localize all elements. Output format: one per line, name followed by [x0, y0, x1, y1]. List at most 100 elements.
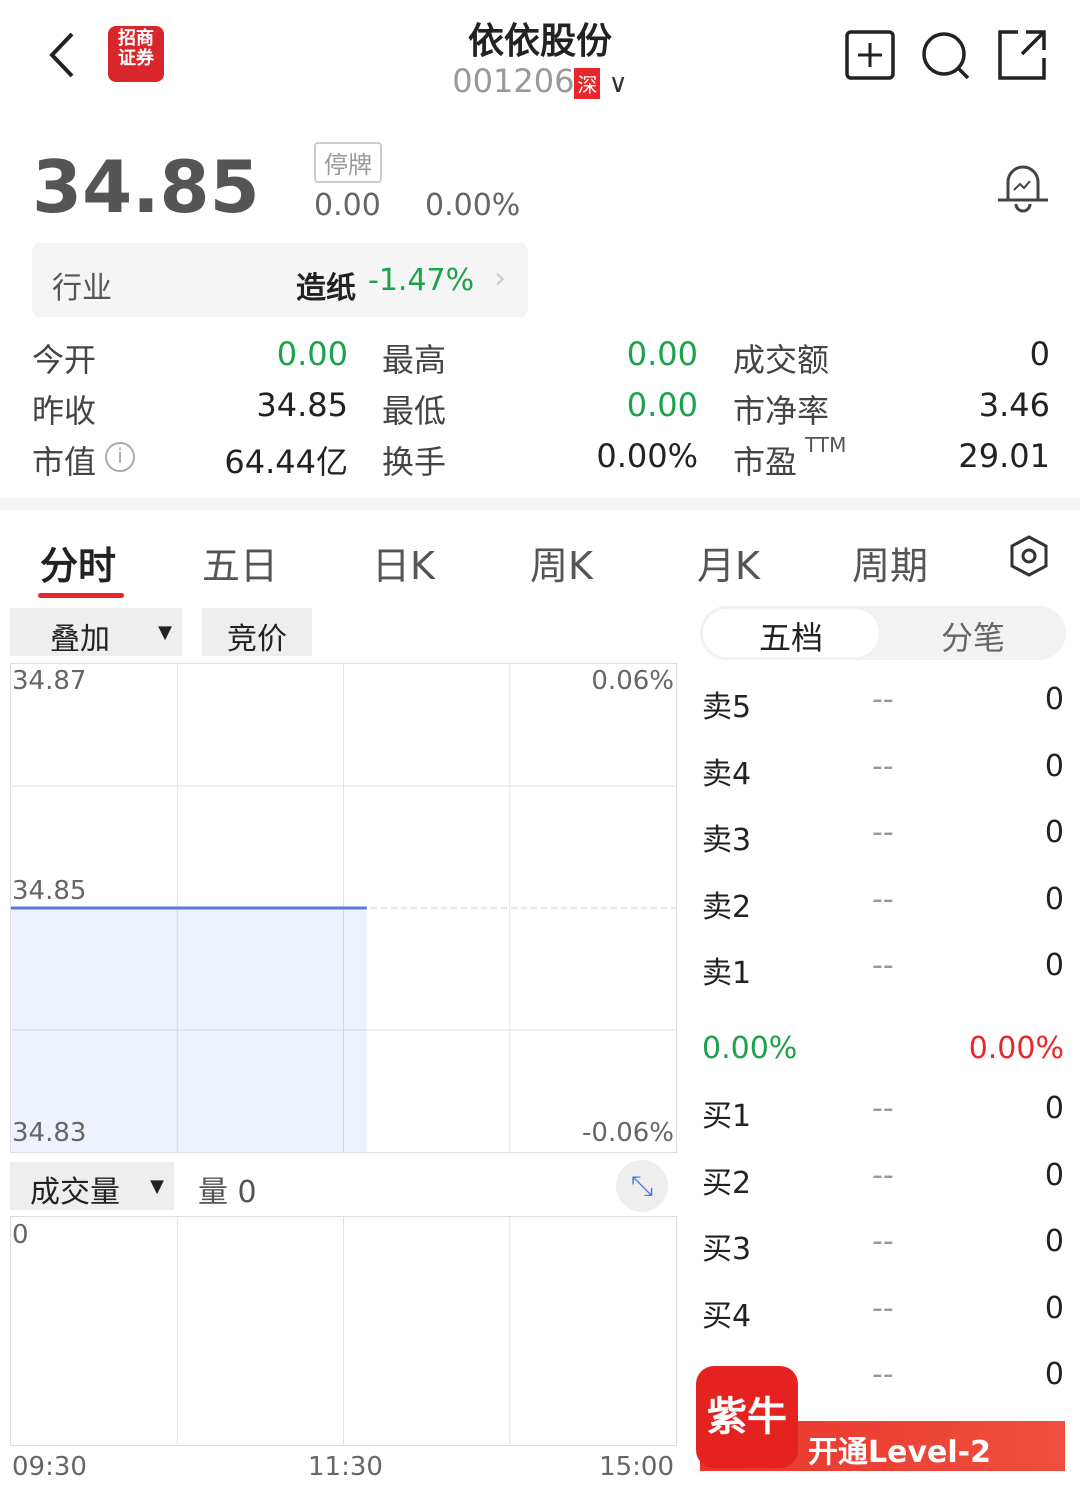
orderbook-row: 买3 -- 0: [702, 1224, 1064, 1267]
add-watchlist-icon[interactable]: [845, 30, 897, 82]
level-volume: 0: [1044, 815, 1064, 850]
level-label: 买4: [702, 1298, 752, 1334]
y-tick-right-top: 0.06%: [591, 666, 674, 696]
volume-tick: 0: [12, 1220, 29, 1250]
y-tick-left-bottom: 34.83: [12, 1118, 87, 1148]
stat-label: 市盈: [733, 443, 798, 481]
level-volume: 0: [1044, 682, 1064, 717]
ttm-label: TTM: [805, 433, 847, 457]
volume-dropdown[interactable]: 成交量 ▼: [10, 1162, 174, 1210]
watermark-logo: 紫牛: [696, 1366, 798, 1468]
stat-value: 0.00: [626, 386, 698, 424]
price-change-pct: 0.00%: [425, 188, 521, 223]
level-price: --: [872, 1157, 894, 1193]
chevron-right-icon: ›: [494, 261, 506, 296]
level-label: 卖1: [702, 956, 752, 991]
active-tab-underline: [38, 593, 124, 598]
intraday-chart[interactable]: [10, 663, 677, 1153]
overlay-label: 叠加: [50, 622, 110, 657]
orderbook-row: 卖2 -- 0: [702, 881, 1064, 925]
orderbook-row: 卖5 -- 0: [702, 682, 1064, 725]
level-volume: 0: [1044, 1357, 1064, 1392]
y-tick-left-mid: 34.85: [12, 876, 87, 906]
price-change: 0.00: [314, 188, 381, 223]
level-label: 买1: [702, 1099, 752, 1134]
tab-4[interactable]: 月K: [697, 544, 760, 588]
orderbook-row: 卖3 -- 0: [702, 815, 1064, 858]
level-price: --: [872, 682, 894, 717]
volume-label: 成交量: [30, 1175, 120, 1210]
stat-value: 64.44亿: [224, 443, 348, 481]
tab-label: 五档: [758, 619, 823, 657]
level-volume: 0: [1044, 948, 1064, 983]
y-tick-right-bottom: -0.06%: [582, 1118, 674, 1148]
ratio-right: 0.00%: [968, 1031, 1064, 1066]
share-icon[interactable]: [996, 30, 1048, 82]
level-price: --: [872, 1357, 894, 1392]
volume-value: 量 0: [198, 1175, 257, 1210]
tab-5[interactable]: 周期: [852, 544, 929, 588]
orderbook-row: 卖1 -- 0: [702, 948, 1064, 991]
tab-tick-trades[interactable]: 分笔: [885, 609, 1061, 657]
ratio-left: 0.00%: [702, 1031, 798, 1066]
tab-five-levels[interactable]: 五档: [703, 609, 879, 657]
stat-label: 今开: [32, 341, 97, 379]
orderbook-tabs: 五档 分笔: [700, 606, 1066, 660]
tab-1[interactable]: 五日: [202, 544, 279, 588]
orderbook-row: 买1 -- 0: [702, 1091, 1064, 1134]
stat-value: 34.85: [256, 386, 348, 424]
chart-settings-icon[interactable]: [1008, 535, 1050, 577]
banner-text: 开通Level-2: [808, 1435, 991, 1470]
price-area: [11, 908, 367, 1152]
stock-name: 依依股份: [467, 21, 612, 62]
level-price: --: [872, 1224, 894, 1259]
current-price: 34.85: [32, 145, 260, 229]
x-tick-open: 09:30: [12, 1452, 87, 1482]
y-tick-left-top: 34.87: [12, 666, 87, 696]
overlay-dropdown[interactable]: 叠加 ▼: [10, 608, 182, 657]
stat-label: 市值: [32, 443, 97, 481]
stock-code-selector[interactable]: 001206 深 ∨: [0, 62, 1080, 100]
stat-label: 最高: [382, 341, 447, 379]
level-label: 卖5: [702, 690, 752, 725]
level-label: 卖4: [702, 756, 752, 792]
orderbook-row: 买4 -- 0: [702, 1290, 1064, 1334]
industry-label: 行业: [52, 271, 112, 306]
auction-button[interactable]: 竞价: [202, 608, 312, 657]
volume-chart[interactable]: [10, 1216, 677, 1446]
stat-value: 3.46: [978, 386, 1050, 424]
tab-label: 分笔: [940, 619, 1005, 657]
tab-2[interactable]: 日K: [372, 544, 435, 588]
stat-value: 0.00: [626, 335, 698, 373]
tab-3[interactable]: 周K: [530, 544, 593, 588]
expand-chart-button[interactable]: ⤡: [616, 1160, 668, 1212]
orderbook-row: 卖4 -- 0: [702, 748, 1064, 792]
stat-label: 换手: [382, 443, 447, 481]
auction-label: 竞价: [227, 622, 287, 657]
exchange-badge: 深: [574, 67, 601, 99]
stat-value: 0.00: [276, 335, 348, 373]
stat-value: 0.00%: [596, 437, 698, 475]
level-volume: 0: [1044, 1290, 1064, 1326]
tab-0[interactable]: 分时: [40, 544, 117, 588]
stat-label: 最低: [382, 392, 447, 430]
divider: [0, 498, 1080, 510]
level-label: 卖3: [702, 823, 752, 858]
industry-row[interactable]: 行业 造纸 -1.47% ›: [32, 243, 528, 317]
level-volume: 0: [1044, 1157, 1064, 1193]
caret-down-icon: ▼: [150, 1176, 164, 1197]
level-label: 卖2: [702, 889, 752, 925]
industry-change: -1.47%: [368, 263, 475, 298]
search-icon[interactable]: [920, 30, 972, 82]
x-tick-close: 15:00: [599, 1452, 674, 1482]
info-icon[interactable]: i: [105, 442, 135, 472]
level-label: 买2: [702, 1165, 752, 1201]
level-price: --: [872, 1290, 894, 1326]
back-icon[interactable]: [44, 30, 80, 80]
orderbook-row: 买2 -- 0: [702, 1157, 1064, 1201]
level-price: --: [872, 748, 894, 784]
level-price: --: [872, 1091, 894, 1126]
stat-value: 0: [1029, 335, 1050, 373]
price-alert-bell-icon[interactable]: [996, 160, 1050, 214]
level-volume: 0: [1044, 881, 1064, 917]
